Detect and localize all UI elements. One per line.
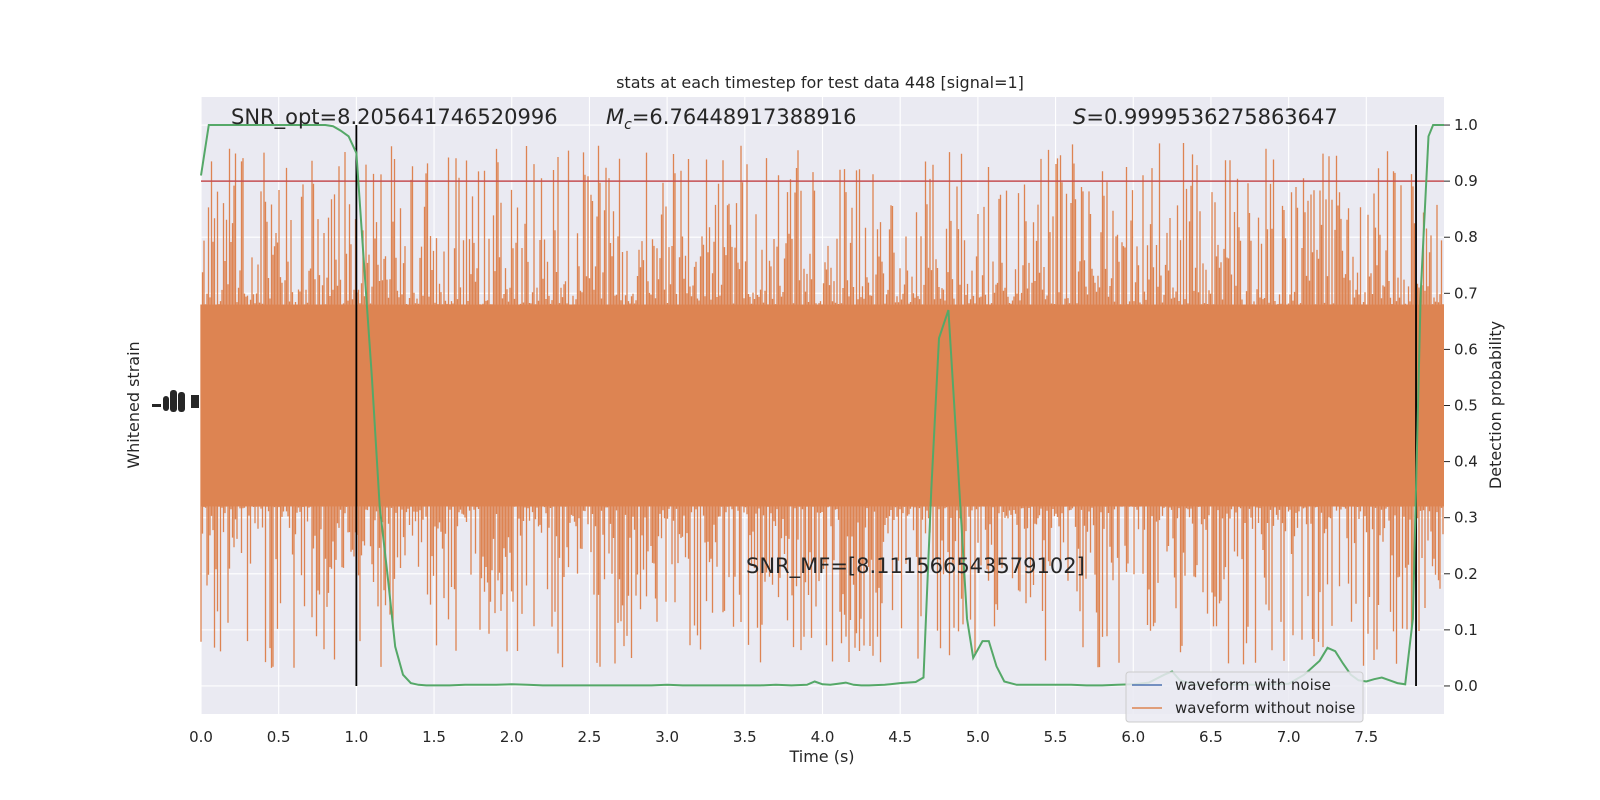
x-tick-label: 4.0 (811, 728, 835, 746)
whitened-strain-trace (200, 143, 1444, 668)
chirp-mass-symbol: M (606, 105, 624, 129)
y-tick-label: 0.0 (1454, 677, 1478, 695)
chart-title: stats at each timestep for test data 448… (616, 73, 1024, 92)
y-tick-label: 0.1 (1454, 621, 1478, 639)
legend-box (1125, 671, 1364, 723)
y-right-axis-ticks: 0.0 0.1 0.2 0.3 0.4 0.5 0.6 0.7 0.8 0.9 1.0 (1444, 116, 1478, 695)
y-tick-label: 0.5 (1454, 397, 1478, 415)
x-tick-label: 5.5 (1044, 728, 1068, 746)
x-axis-label: Time (s) (788, 747, 854, 766)
snr-opt-annotation: SNR_opt=8.205641746520996 (231, 105, 558, 130)
x-tick-label: 0.0 (189, 728, 213, 746)
y-tick-label: 1.0 (1454, 116, 1478, 134)
y-tick-label: 0.7 (1454, 284, 1478, 302)
x-tick-label: 6.0 (1121, 728, 1145, 746)
x-axis-ticks: 0.0 0.5 1.0 1.5 2.0 2.5 3.0 3.5 4.0 4.5 5.0 5.5 6.0 6… (189, 728, 1378, 746)
x-tick-label: 7.0 (1277, 728, 1301, 746)
y-tick-label: 0.9 (1454, 172, 1478, 190)
left-tick-glyphs (152, 390, 199, 412)
y-tick-label: 0.2 (1454, 565, 1478, 583)
snr-mf-annotation: SNR_MF=[8.111566543579102] (746, 554, 1085, 579)
x-tick-label: 0.5 (267, 728, 291, 746)
x-tick-label: 6.5 (1199, 728, 1223, 746)
x-tick-label: 4.5 (888, 728, 912, 746)
chirp-mass-value: =6.76448917388916 (632, 105, 857, 129)
probability-line (200, 124, 1444, 687)
x-tick-label: 2.5 (578, 728, 602, 746)
chirp-mass-subscript: c (624, 117, 632, 133)
detection-probability-curve (200, 124, 1444, 687)
x-tick-label: 5.0 (966, 728, 990, 746)
x-tick-label: 7.5 (1354, 728, 1378, 746)
x-tick-label: 3.0 (655, 728, 679, 746)
chirp-mass-annotation: Mc=6.76448917388916 (606, 105, 857, 133)
s-value: =0.9999536275863647 (1086, 105, 1337, 129)
y-left-axis-label: Whitened strain (124, 341, 143, 468)
s-annotation: S=0.9999536275863647 (1073, 105, 1338, 129)
y-tick-label: 0.3 (1454, 509, 1478, 527)
strain-spikes (200, 143, 1444, 668)
legend: waveform with noise waveform without noi… (1125, 671, 1364, 723)
s-symbol: S (1073, 105, 1086, 129)
vertical-markers (355, 125, 1417, 686)
x-tick-label: 2.0 (500, 728, 524, 746)
x-tick-label: 1.5 (422, 728, 446, 746)
legend-label-with-noise: waveform with noise (1175, 676, 1331, 694)
legend-label-without-noise: waveform without noise (1175, 699, 1355, 717)
x-tick-label: 1.0 (344, 728, 368, 746)
y-tick-label: 0.8 (1454, 228, 1478, 246)
y-tick-label: 0.6 (1454, 340, 1478, 358)
y-right-axis-label: Detection probability (1486, 321, 1505, 489)
x-tick-label: 3.5 (733, 728, 757, 746)
y-tick-label: 0.4 (1454, 453, 1478, 471)
